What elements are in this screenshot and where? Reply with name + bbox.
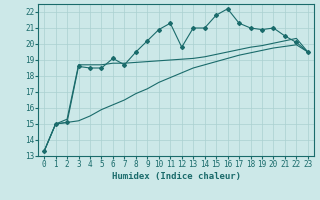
X-axis label: Humidex (Indice chaleur): Humidex (Indice chaleur) [111, 172, 241, 181]
